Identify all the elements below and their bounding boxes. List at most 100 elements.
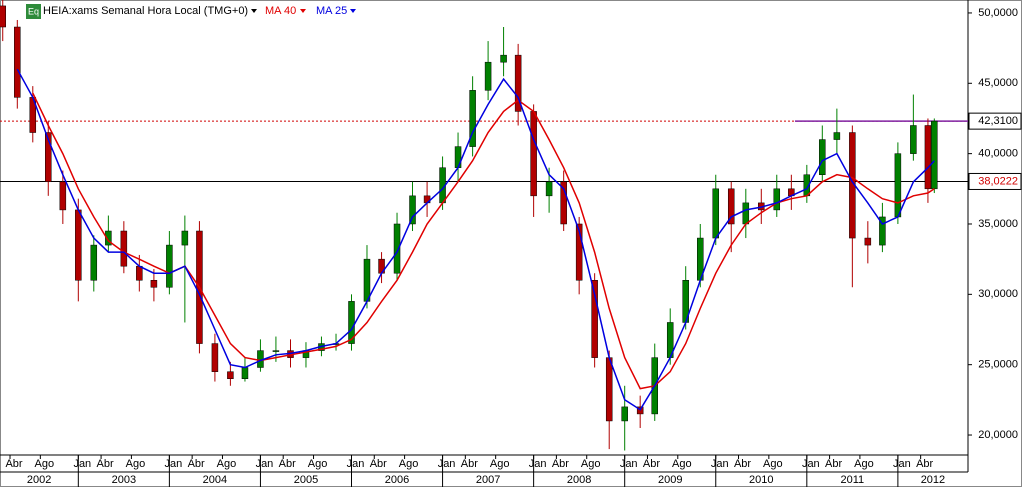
price-label-box (968, 172, 1022, 190)
candle-body (742, 202, 750, 225)
candle-body (181, 230, 189, 246)
x-tick-label: Abr (643, 458, 660, 470)
candle-body (409, 195, 416, 225)
candle-body (894, 153, 902, 218)
candle-body (120, 230, 128, 267)
x-tick-label: Jan (711, 458, 729, 470)
year-label: 2003 (112, 474, 136, 486)
candle-body (931, 120, 938, 190)
candle-body (833, 132, 841, 140)
year-label: 2006 (385, 474, 409, 486)
candle-body (150, 280, 158, 288)
x-tick-label: Jan (802, 458, 820, 470)
dropdown-arrow[interactable] (350, 9, 356, 13)
y-tick-label: 25,0000 (978, 359, 1018, 371)
badge-box (26, 4, 41, 19)
candle-body (924, 125, 932, 190)
x-tick-label: Jan (529, 458, 547, 470)
dropdown-arrow[interactable] (300, 9, 306, 13)
candle-body (90, 244, 98, 281)
x-tick-label: Abr (825, 458, 842, 470)
candle-body (75, 209, 82, 281)
price-label: 42,3100 (978, 115, 1018, 127)
candle-body (136, 265, 143, 281)
candle-body (241, 367, 249, 379)
x-tick-label: Ago (126, 458, 146, 470)
x-tick-label: Jan (347, 458, 365, 470)
legend-entry[interactable]: MA 40 (265, 5, 296, 17)
x-tick-label: Jan (438, 458, 456, 470)
x-tick-label: Jan (73, 458, 91, 470)
candle-body (14, 26, 21, 98)
x-tick-label: Ago (399, 458, 419, 470)
year-label: 2009 (658, 474, 682, 486)
price-label-box (968, 112, 1022, 130)
candle-body (819, 139, 826, 175)
candle-body (727, 188, 735, 225)
x-tick-label: Ago (672, 458, 692, 470)
year-label: 2010 (749, 474, 773, 486)
badge-text: Eq (28, 6, 39, 16)
candle-body (560, 181, 567, 225)
candle-body (0, 5, 6, 28)
candle-body (211, 343, 219, 372)
candle-body (227, 371, 234, 379)
x-tick-label: Jan (256, 458, 274, 470)
x-tick-label: Abr (552, 458, 569, 470)
candle-body (469, 90, 476, 147)
chart-title: HEIA:xams Semanal Hora Local (TMG+0) (43, 5, 248, 17)
x-tick-label: Abr (97, 458, 114, 470)
candle-body (605, 357, 613, 422)
year-label: 2004 (203, 474, 227, 486)
y-tick-label: 20,0000 (978, 429, 1018, 441)
x-tick-label: Ago (217, 458, 237, 470)
year-label: 2005 (294, 474, 318, 486)
x-tick-label: Jan (165, 458, 183, 470)
candle-body (545, 181, 553, 197)
x-tick-label: Abr (734, 458, 751, 470)
price-label: 38,0222 (978, 175, 1018, 187)
candle-body (45, 132, 52, 183)
x-tick-label: Abr (370, 458, 387, 470)
candle-body (712, 188, 720, 239)
candle-body (105, 230, 112, 246)
candle-body (864, 237, 872, 246)
year-label: 2002 (27, 474, 51, 486)
legend-entry[interactable]: MA 25 (316, 5, 347, 17)
x-tick-label: Jan (620, 458, 638, 470)
candle-body (59, 181, 67, 211)
x-tick-label: Ago (490, 458, 510, 470)
year-label: 2008 (567, 474, 591, 486)
x-tick-label: Abr (461, 458, 478, 470)
candle-body (575, 223, 583, 281)
year-label: 2011 (841, 474, 865, 486)
ma-line (16, 68, 935, 411)
candle-body (621, 406, 628, 422)
candle-body (393, 223, 401, 274)
candle-body (166, 244, 173, 288)
candle-body (348, 301, 355, 344)
x-tick-label: Jan (893, 458, 911, 470)
candle-body (363, 258, 371, 302)
y-tick-label: 30,0000 (978, 288, 1018, 300)
x-tick-label: Abr (5, 458, 22, 470)
x-tick-label: Ago (581, 458, 601, 470)
candle-body (514, 54, 522, 112)
y-tick-label: 45,0000 (978, 77, 1018, 89)
y-tick-label: 50,0000 (978, 7, 1018, 19)
x-tick-label: Ago (854, 458, 874, 470)
y-tick-label: 35,0000 (978, 218, 1018, 230)
candle-body (879, 216, 886, 246)
x-tick-label: Abr (279, 458, 296, 470)
x-tick-label: Ago (763, 458, 783, 470)
x-tick-label: Abr (188, 458, 205, 470)
candle-body (773, 188, 781, 211)
year-label: 2007 (476, 474, 500, 486)
candle-body (454, 146, 462, 168)
year-label: 2012 (921, 474, 945, 486)
candle-body (910, 125, 917, 154)
dropdown-arrow[interactable] (251, 9, 257, 13)
legend: Eq HEIA:xams Semanal Hora Local (TMG+0) … (26, 4, 356, 19)
